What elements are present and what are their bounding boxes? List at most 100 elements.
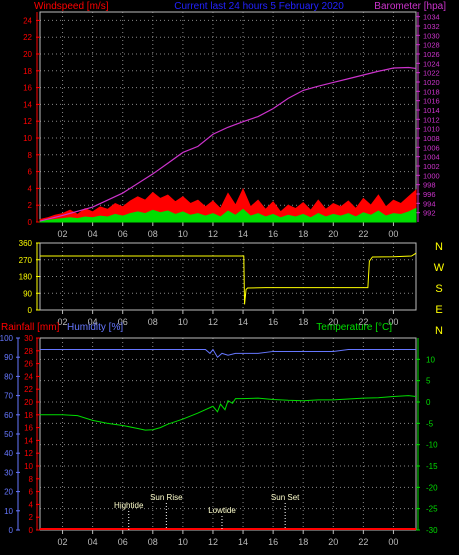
rainfall-y-tick-label: 6 xyxy=(29,488,34,497)
compass-label-south: S xyxy=(435,283,442,295)
baro-y-tick-label: 996 xyxy=(423,190,436,199)
humidity-axis-title: Humidity [%] xyxy=(67,322,123,333)
x-tick-label: 20 xyxy=(328,229,338,239)
baro-y-tick-label: 1014 xyxy=(423,106,440,115)
chart-title: Current last 24 hours 5 February 2020 xyxy=(174,1,344,12)
direction-y-tick-label: 360 xyxy=(19,239,33,248)
barometer-series xyxy=(39,66,417,222)
humidity-y-tick-label: 90 xyxy=(4,353,13,362)
humidity-y-tick-label: 20 xyxy=(4,488,13,497)
x-tick-label: 10 xyxy=(178,317,188,327)
x-tick-label: 06 xyxy=(118,537,128,547)
x-tick-label: 02 xyxy=(58,537,68,547)
x-tick-label: 22 xyxy=(358,537,368,547)
baro-y-tick-label: 1008 xyxy=(423,134,440,143)
x-tick-label: 02 xyxy=(58,317,68,327)
compass-label-west: W xyxy=(434,262,445,274)
x-tick-label: 18 xyxy=(298,229,308,239)
baro-y-tick-label: 1006 xyxy=(423,143,440,152)
frame-layer xyxy=(39,11,417,531)
temperature-y-tick-label: -10 xyxy=(426,441,438,450)
panel-frame xyxy=(39,11,417,223)
grid-layer xyxy=(40,12,416,531)
rainfall-y-tick-label: 20 xyxy=(24,398,33,407)
baro-y-tick-label: 1030 xyxy=(423,31,440,40)
x-tick-label: 06 xyxy=(118,317,128,327)
x-tick-label: 14 xyxy=(238,317,248,327)
event-label: Sun Set xyxy=(271,493,300,502)
humidity-y-tick-label: 0 xyxy=(9,526,14,535)
compass-label-north-top: N xyxy=(435,241,443,253)
wind-direction-series xyxy=(40,252,417,305)
x-tick-label: 04 xyxy=(88,537,98,547)
rainfall-y-tick-label: 12 xyxy=(24,449,33,458)
wind-y-tick-label: 16 xyxy=(23,84,32,93)
baro-y-tick-label: 1002 xyxy=(423,162,440,171)
wind-y-tick-label: 14 xyxy=(23,100,32,109)
rainfall-y-tick-label: 30 xyxy=(24,334,33,343)
temperature-y-tick-label: 10 xyxy=(426,355,435,364)
wind-y-tick-label: 8 xyxy=(28,151,33,160)
rainfall-y-tick-label: 4 xyxy=(29,500,34,509)
event-label: Sun Rise xyxy=(150,493,183,502)
compass-label-north-bottom: N xyxy=(435,325,443,337)
x-tick-label: 02 xyxy=(58,229,68,239)
rainfall-axis-title: Rainfall [mm] xyxy=(1,322,60,333)
x-tick-label: 16 xyxy=(268,537,278,547)
temperature-axis-title: Temperature [°C] xyxy=(316,322,392,333)
humidity-y-tick-label: 70 xyxy=(4,392,13,401)
x-tick-label: 20 xyxy=(328,317,338,327)
temperature-series xyxy=(40,395,417,431)
temperature-y-tick-label: -25 xyxy=(426,505,438,514)
baro-y-tick-label: 1020 xyxy=(423,78,440,87)
wind-y-tick-label: 10 xyxy=(23,134,32,143)
humidity-y-tick-label: 60 xyxy=(4,411,13,420)
humidity-y-tick-label: 30 xyxy=(4,468,13,477)
wind-y-tick-label: 6 xyxy=(28,168,33,177)
wind-y-tick-label: 12 xyxy=(23,117,32,126)
x-tick-label: 14 xyxy=(238,229,248,239)
x-tick-label: 12 xyxy=(208,537,218,547)
baro-y-tick-label: 992 xyxy=(423,209,436,218)
x-tick-label: 22 xyxy=(358,229,368,239)
direction-y-tick-label: 0 xyxy=(28,306,33,315)
humidity-y-tick-label: 40 xyxy=(4,449,13,458)
x-tick-label: 20 xyxy=(328,537,338,547)
baro-y-tick-label: 1012 xyxy=(423,115,440,124)
x-tick-label: 00 xyxy=(388,317,398,327)
direction-y-tick-label: 180 xyxy=(19,273,33,282)
x-tick-label: 04 xyxy=(88,229,98,239)
rainfall-y-tick-label: 22 xyxy=(24,385,33,394)
windspeed-axis-title: Windspeed [m/s] xyxy=(34,1,109,12)
wind-y-tick-label: 24 xyxy=(23,16,32,25)
x-tick-label: 08 xyxy=(148,317,158,327)
series-layer xyxy=(39,66,417,530)
temperature-y-tick-label: -5 xyxy=(426,419,434,428)
x-tick-label: 14 xyxy=(238,537,248,547)
x-tick-label: 04 xyxy=(88,317,98,327)
panel-frame xyxy=(39,337,417,531)
baro-y-tick-label: 994 xyxy=(423,199,436,208)
x-tick-label: 12 xyxy=(208,229,218,239)
baro-y-tick-label: 1010 xyxy=(423,125,440,134)
baro-y-tick-label: 1022 xyxy=(423,69,440,78)
rainfall-y-tick-label: 0 xyxy=(29,526,34,535)
baro-y-tick-label: 1034 xyxy=(423,13,440,22)
temperature-y-tick-label: -15 xyxy=(426,462,438,471)
temperature-y-tick-label: 5 xyxy=(426,377,431,386)
wind-y-tick-label: 4 xyxy=(28,184,33,193)
baro-y-tick-label: 1018 xyxy=(423,87,440,96)
wind-average-series xyxy=(39,207,417,223)
x-tick-label: 18 xyxy=(298,317,308,327)
wind-y-tick-label: 22 xyxy=(23,33,32,42)
direction-y-tick-label: 270 xyxy=(19,256,33,265)
event-label: Hightide xyxy=(114,501,144,510)
x-tick-label: 00 xyxy=(388,229,398,239)
direction-y-tick-label: 90 xyxy=(23,289,32,298)
wind-y-tick-label: 2 xyxy=(28,201,33,210)
x-tick-label: 00 xyxy=(388,537,398,547)
barometer-axis-title: Barometer [hpa] xyxy=(374,1,446,12)
rainfall-y-tick-label: 18 xyxy=(24,411,33,420)
